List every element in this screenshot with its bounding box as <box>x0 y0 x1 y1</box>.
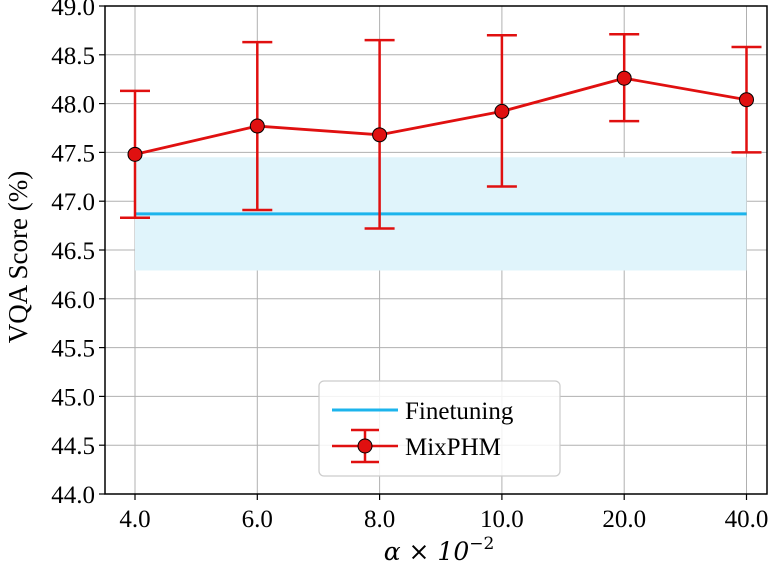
legend-swatch-mixphm <box>332 428 398 464</box>
data-point-mixphm <box>372 127 388 143</box>
data-point-mixphm <box>739 92 754 108</box>
y-tick-label: 44.5 <box>51 433 95 460</box>
legend-label-finetuning: Finetuning <box>405 398 514 425</box>
y-tick-label: 48.5 <box>51 43 95 70</box>
legend-label-mixphm: MixPHM <box>405 434 501 461</box>
y-tick-layer: 44.0 44.5 45.0 45.5 46.0 46.5 47.0 47.5 48.0 48.5… <box>51 0 105 509</box>
data-point-mixphm <box>127 146 143 162</box>
x-tick-label: 4.0 <box>119 506 150 533</box>
y-tick-label: 49.0 <box>51 0 95 21</box>
marker-layer <box>127 70 754 162</box>
series-line-mixphm <box>134 76 747 156</box>
y-tick-label: 47.0 <box>51 189 95 216</box>
x-axis-label: α × 10−2 <box>384 534 495 566</box>
x-tick-layer: 4.0 6.0 8.0 10.0 20.0 40.0 <box>119 494 768 533</box>
x-tick-label: 8.0 <box>364 506 395 533</box>
series-line-layer <box>134 76 747 156</box>
data-point-mixphm <box>616 70 632 86</box>
x-tick-label: 10.0 <box>480 506 524 533</box>
y-tick-label: 46.0 <box>51 287 95 314</box>
x-tick-label: 40.0 <box>725 506 769 533</box>
y-axis-label: VQA Score (%) <box>3 171 33 343</box>
y-tick-label: 45.5 <box>51 336 95 363</box>
y-tick-label: 47.5 <box>51 140 95 167</box>
x-tick-label: 20.0 <box>602 506 646 533</box>
data-point-mixphm <box>249 118 265 134</box>
x-axis-label-exponent: −2 <box>469 534 494 554</box>
legend-frame <box>318 380 561 477</box>
y-tick-label: 44.0 <box>51 482 95 509</box>
y-tick-label: 45.0 <box>51 384 95 411</box>
x-tick-label: 6.0 <box>242 506 273 533</box>
y-tick-label: 46.5 <box>51 238 95 265</box>
x-axis-label-base: α × 10 <box>384 537 470 566</box>
y-tick-label: 48.0 <box>51 92 95 119</box>
legend: Finetuning MixPHM <box>318 380 561 477</box>
data-point-mixphm <box>494 103 510 119</box>
